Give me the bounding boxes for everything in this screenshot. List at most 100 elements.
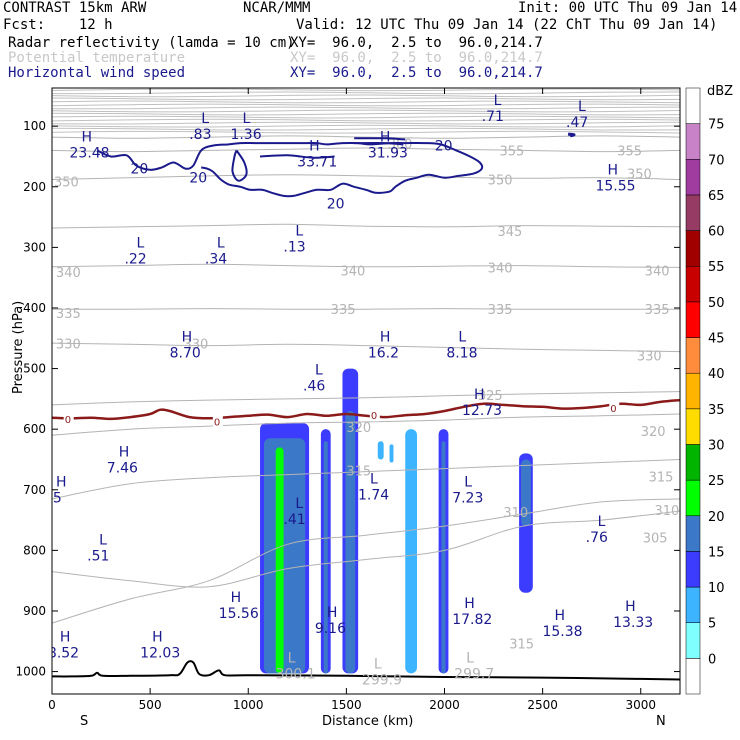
extremum-letter: H: [56, 475, 67, 491]
theta-label: 350: [488, 174, 513, 189]
zero-isotherm-label: 0: [65, 415, 71, 426]
extremum-letter: L: [295, 496, 303, 512]
theta-contour-upper: [52, 97, 680, 101]
theta-contour-upper: [52, 115, 680, 119]
x-axis-label: Distance (km): [322, 714, 413, 729]
y-axis-label: Pressure (hPa): [11, 301, 26, 394]
wind-contour-label: 20: [131, 162, 149, 178]
theta-contour-upper: [52, 106, 680, 110]
theta-contour-360: [52, 135, 680, 139]
colorbar-swatch: [685, 159, 701, 196]
extremum-value: 23.48: [70, 145, 110, 161]
theta-label: 330: [56, 337, 81, 352]
extremum-value: 13.33: [613, 615, 653, 631]
center-title: NCAR/MMM: [243, 0, 311, 16]
extremum-value: 9.16: [315, 621, 346, 637]
field-xy-theta: XY= 96.0, 2.5 to 96.0,214.7: [290, 50, 543, 66]
y-tick-label: 100: [23, 119, 46, 133]
theta-label: 335: [488, 303, 513, 318]
wind-contour-label: 20: [327, 197, 345, 213]
colorbar-tick-label: 50: [708, 296, 725, 311]
extremum-letter: L: [464, 475, 472, 491]
colorbar-tick-label: 45: [708, 332, 725, 347]
reflectivity-layer: [260, 368, 533, 674]
theta-contour-345: [52, 223, 680, 229]
colorbar-swatch: [685, 444, 701, 481]
y-tick-label: 300: [23, 240, 46, 254]
extremum-letter: H: [327, 605, 338, 621]
extremum-letter: L: [494, 93, 502, 109]
colorbar-swatch: [685, 515, 701, 552]
x-tick-label: 1500: [331, 698, 362, 712]
colorbar-swatch: [685, 372, 701, 410]
extremum-value: 300.1: [276, 666, 316, 682]
x-tick-label: 3000: [625, 698, 656, 712]
extremum-letter: L: [295, 223, 303, 239]
theta-label: 335: [331, 303, 356, 318]
theta-contour-upper: [52, 88, 680, 92]
colorbar-swatch: [685, 265, 701, 303]
extremum-letter: L: [315, 363, 323, 379]
extremum-value: .83: [189, 127, 211, 143]
zero-isotherm-label: 0: [371, 411, 377, 422]
theta-contour-upper: [52, 130, 680, 134]
extremum-value: .76: [586, 530, 608, 546]
extremum-value: 16.2: [368, 345, 399, 361]
extremum-letter: H: [380, 329, 391, 345]
reflectivity-cell: [275, 447, 284, 674]
theta-label: 330: [183, 337, 208, 352]
x-end-label-south: S: [80, 714, 88, 729]
y-tick-label: 1000: [15, 665, 46, 679]
extremum-letter: L: [217, 235, 225, 251]
field-xy-wind: XY= 96.0, 2.5 to 96.0,214.7: [290, 65, 543, 81]
plot-background: [52, 88, 680, 694]
y-tick-label: 600: [23, 422, 46, 436]
extremum-value: 15.38: [542, 624, 582, 640]
theta-contour-upper: [52, 91, 680, 95]
colorbar-tick-label: 40: [708, 367, 725, 382]
extremum-value: .46: [303, 379, 325, 395]
colorbar-tick-label: 10: [708, 581, 725, 596]
theta-contour-350: [52, 174, 680, 180]
colorbar-swatch: [685, 194, 701, 231]
x-end-label-north: N: [656, 714, 666, 729]
colorbar-swatch: [685, 301, 701, 338]
colorbar-swatch: [685, 408, 701, 445]
theta-label: 345: [497, 225, 522, 240]
extremum-letter: H: [554, 608, 565, 624]
colorbar-tick-label: 75: [708, 118, 725, 133]
extremum-letter: L: [136, 235, 144, 251]
theta-contour-330: [52, 342, 680, 353]
theta-contour-upper: [52, 109, 680, 113]
zero-isotherm-label: 0: [214, 417, 220, 428]
reflectivity-cell: [345, 410, 356, 674]
theta-label: 310: [503, 506, 528, 521]
extremum-value: 299.9: [362, 673, 402, 689]
extremum-value: 7.23: [452, 491, 483, 507]
extremum-value: 299.7: [454, 666, 494, 682]
colorbar: 0 5 10 15 20 25 30 35 40 45 50 55 60 65 70 75: [685, 87, 725, 695]
extremum-value: .51: [87, 548, 109, 564]
theta-label: 305: [643, 531, 668, 546]
colorbar-swatch: [685, 337, 701, 374]
wind-contour-label: 20: [435, 139, 453, 155]
valid-time: Valid: 12 UTC Thu 09 Jan 14 (22 ChT Thu …: [296, 17, 718, 33]
extremum-value: 15.55: [595, 179, 635, 195]
x-tick-label: 1000: [233, 698, 264, 712]
extremum-value: 17.82: [452, 612, 492, 628]
reflectivity-cell: [323, 441, 328, 674]
extremum-value: 12.73: [462, 403, 502, 419]
colorbar-tick-label: 60: [708, 225, 725, 240]
zero-isotherm-label-bg: [609, 401, 620, 414]
zero-isotherm-label-bg: [369, 409, 380, 422]
x-tick-label: 2500: [527, 698, 558, 712]
extremum-value: 8.18: [446, 345, 477, 361]
extremum-value: .22: [124, 251, 146, 267]
theta-contour-upper: [52, 112, 680, 116]
wind-contour-label: 20: [189, 171, 207, 187]
colorbar-tick-label: 25: [708, 474, 725, 489]
plot-frame: [51, 87, 681, 695]
extremum-value: 1.36: [230, 127, 261, 143]
init-time: Init: 00 UTC Thu 09 Jan 14: [518, 0, 738, 16]
